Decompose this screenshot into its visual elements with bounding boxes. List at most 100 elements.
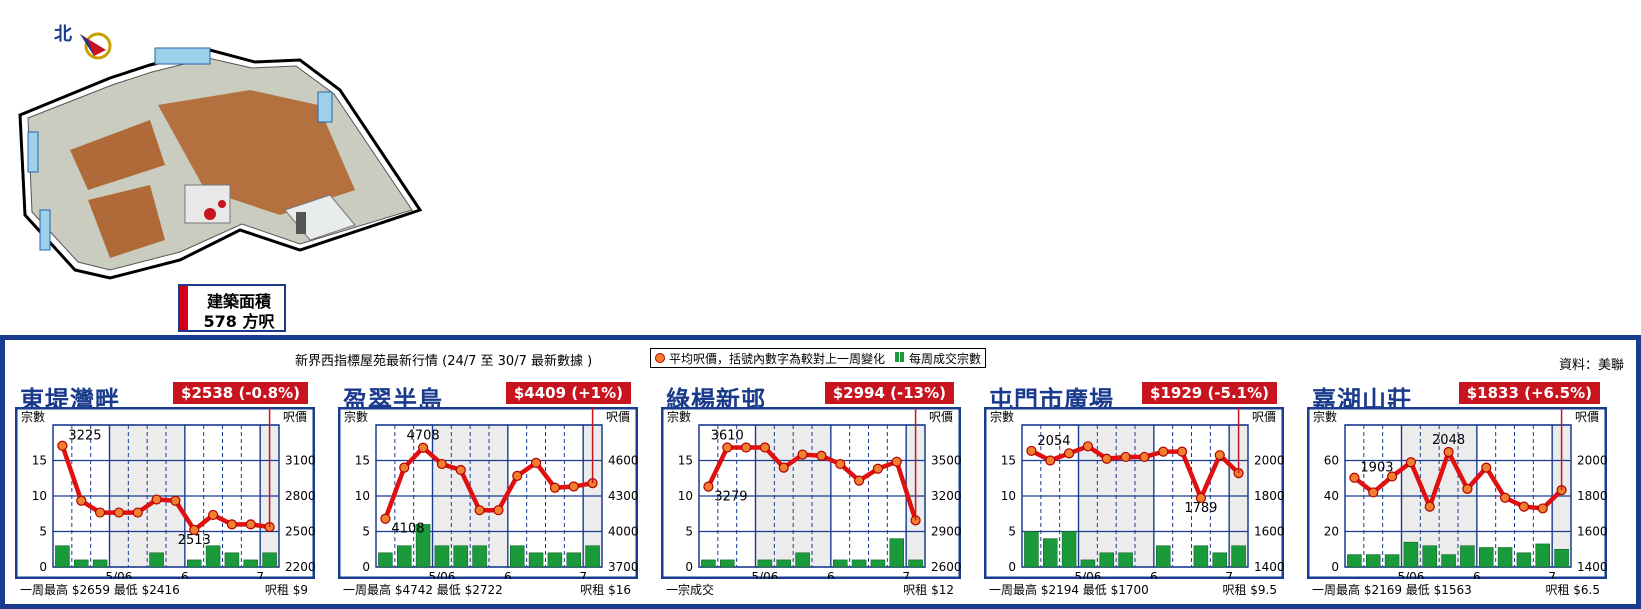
price-point [549, 482, 561, 493]
volume-bar [1479, 547, 1494, 568]
left-tick-label: 5 [685, 525, 693, 539]
volume-bar [472, 545, 487, 568]
volume-bar [453, 545, 468, 568]
price-point [189, 524, 200, 536]
price-point [1537, 503, 1548, 514]
price-point [530, 457, 542, 468]
volume-bar [1422, 545, 1437, 568]
rent-per-sqft: 呎租 $6.5 [1545, 583, 1600, 597]
estate-chart: 宗數 呎價 15 10 5 0 4600 4300 4000 3700 5/06 6 7 4108 4708 [338, 407, 638, 579]
volume-bar [397, 545, 412, 568]
estate-card: 嘉湖山莊 $1833 (+6.5%) 宗數 呎價 60 40 20 0 2000 1800 16… [1307, 380, 1615, 602]
volume-bar [1212, 552, 1227, 568]
volume-bar [1554, 549, 1569, 568]
price-point [1082, 441, 1094, 452]
right-axis-label: 呎價 [606, 410, 630, 424]
market-panel: 新界西指標屋苑最新行情 (24/7 至 30/7 最新數據 ) 平均呎價，括號內… [0, 335, 1641, 609]
price-point [872, 463, 884, 474]
right-tick-label: 4300 [608, 489, 638, 503]
left-axis-label: 宗數 [21, 409, 45, 424]
rent-per-sqft: 呎租 $16 [580, 583, 631, 597]
price-point [1368, 487, 1379, 498]
plot-border [375, 424, 603, 568]
floor-plan-drawing: 北 [18, 24, 423, 280]
left-tick-label: 0 [362, 560, 370, 574]
volume-bar [434, 545, 450, 568]
area-label: 建築面積 [206, 292, 271, 311]
x-tick-label: 6 [1150, 570, 1158, 579]
estate-chart: 宗數 呎價 15 10 5 0 2000 1800 1600 1400 5/06 6 7 2054 1789 [984, 407, 1284, 579]
price-point [568, 481, 579, 492]
volume-bar [528, 552, 544, 568]
volume-bar [1460, 545, 1475, 568]
point-annotation: 3610 [711, 428, 744, 443]
x-tick-label: 5/06 [428, 570, 455, 579]
right-tick-label: 2000 [1254, 454, 1284, 468]
price-point [1518, 501, 1530, 512]
volume-bar [889, 538, 904, 568]
volume-bar [585, 545, 600, 568]
right-tick-label: 2200 [285, 560, 315, 574]
point-annotation: 3225 [68, 429, 101, 444]
x-tick-label: 7 [902, 570, 910, 579]
x-tick-label: 5/06 [105, 570, 132, 579]
x-tick-label: 5/06 [751, 570, 778, 579]
right-tick-label: 4000 [608, 525, 638, 539]
price-point [1424, 501, 1435, 512]
price-point [1045, 455, 1056, 466]
price-point [835, 458, 846, 470]
volume-bar [1061, 531, 1077, 568]
price-point [76, 495, 87, 506]
left-tick-label: 15 [1001, 454, 1016, 468]
volume-bar [224, 552, 240, 568]
left-tick-label: 5 [362, 525, 370, 539]
estate-chart: 宗數 呎價 15 10 5 0 3500 3200 2900 2600 5/06 6 7 3279 3610 [661, 407, 961, 579]
volume-bar [1193, 545, 1209, 568]
volume-bar [1156, 545, 1171, 568]
volume-bar [378, 552, 393, 568]
left-tick-label: 5 [1008, 525, 1016, 539]
left-tick-label: 20 [1324, 525, 1339, 539]
estate-card: 屯門市廣場 $1929 (-5.1%) 宗數 呎價 15 10 5 0 2000 1800 16… [984, 380, 1292, 602]
price-point [94, 507, 106, 518]
estate-card: 盈翠半島 $4409 (+1%) 宗數 呎價 15 10 5 0 4600 4300 4000 3… [338, 380, 646, 602]
compass-icon [80, 32, 112, 60]
estate-card: 綠楊新邨 $2994 (-13%) 宗數 呎價 15 10 5 0 3500 3200 2900… [661, 380, 969, 602]
volume-bar [566, 552, 581, 568]
left-tick-label: 60 [1324, 454, 1339, 468]
price-point [132, 507, 143, 518]
price-point [1443, 446, 1454, 458]
volume-bar [1497, 547, 1513, 568]
right-tick-label: 1600 [1254, 525, 1284, 539]
panel-title: 新界西指標屋苑最新行情 (24/7 至 30/7 最新數據 ) [295, 354, 593, 369]
left-tick-label: 0 [39, 560, 47, 574]
x-tick-label: 6 [504, 570, 512, 579]
right-tick-label: 3700 [608, 560, 638, 574]
price-point [493, 505, 504, 516]
right-tick-label: 1800 [1254, 489, 1284, 503]
price-point [1481, 462, 1492, 473]
price-point [1195, 492, 1207, 504]
price-point [1214, 450, 1225, 461]
price-point [797, 449, 808, 460]
plot-border [1344, 424, 1572, 568]
estate-price-badge: $1833 (+6.5%) [1458, 382, 1600, 404]
x-tick-label: 6 [1473, 570, 1481, 579]
left-tick-label: 5 [39, 525, 47, 539]
volume-bar [795, 552, 810, 568]
left-axis-label: 宗數 [667, 409, 691, 424]
left-axis-label: 宗數 [990, 409, 1014, 424]
left-tick-label: 10 [1001, 489, 1016, 503]
price-point [1101, 453, 1112, 464]
volume-bar [1231, 545, 1246, 568]
right-axis-label: 呎價 [1575, 410, 1599, 424]
price-point [57, 440, 68, 451]
x-tick-label: 6 [181, 570, 189, 579]
right-axis-label: 呎價 [1252, 410, 1276, 424]
volume-bar [870, 559, 886, 568]
x-tick-label: 6 [827, 570, 835, 579]
left-tick-label: 0 [1331, 560, 1339, 574]
price-point [853, 475, 865, 486]
volume-bar [243, 559, 258, 568]
right-tick-label: 2500 [285, 525, 315, 539]
